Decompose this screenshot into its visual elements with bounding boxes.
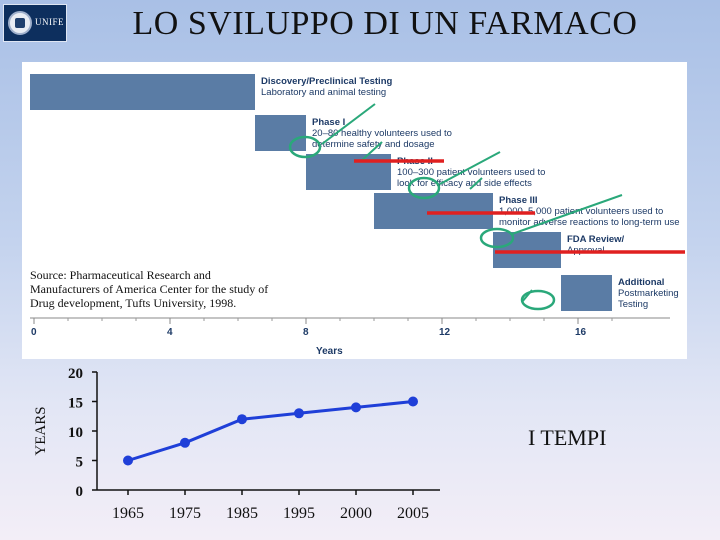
logo-text: UNIFE — [35, 17, 64, 27]
check-mark-stroke — [439, 151, 501, 185]
timeline-tick-label: 12 — [439, 327, 451, 338]
check-mark-stroke — [321, 103, 376, 145]
phase-title: Phase III — [499, 195, 538, 206]
university-seal-icon — [8, 11, 32, 35]
y-tick-label: 10 — [68, 425, 83, 441]
y-tick-label: 20 — [68, 366, 83, 382]
timeline-tick-label: 16 — [575, 327, 587, 338]
phase-description: 100–300 patient volunteers used to — [397, 167, 545, 178]
phase-bar — [255, 115, 306, 151]
check-mark-stroke — [469, 177, 483, 190]
data-point — [180, 437, 190, 448]
data-point — [123, 455, 133, 466]
timeline-tick-label: 8 — [303, 327, 309, 338]
phase-bar — [374, 193, 493, 229]
highlight-oval — [479, 227, 515, 249]
x-tick-label: 1995 — [283, 505, 315, 522]
highlight-oval — [407, 176, 441, 200]
phase-description: 20–80 healthy volunteers used to — [312, 128, 452, 139]
phase-bar — [30, 74, 255, 110]
data-point — [351, 402, 361, 413]
y-tick-label: 0 — [76, 484, 84, 500]
phase-bar — [561, 275, 612, 311]
timeline-tick-label: 4 — [167, 327, 173, 338]
phase-bar — [493, 232, 561, 268]
phase-description: monitor adverse reactions to long-term u… — [499, 217, 680, 228]
y-tick-label: 5 — [76, 455, 84, 471]
x-tick-label: 1975 — [169, 505, 201, 522]
phase-description: Postmarketing — [618, 288, 679, 299]
phase-title: Additional — [618, 277, 664, 288]
phase-description: determine safety and dosage — [312, 139, 435, 150]
phase-title: Phase I — [312, 117, 345, 128]
check-mark-stroke — [521, 289, 533, 303]
check-mark-stroke — [511, 194, 623, 235]
times-label: I TEMPI — [528, 425, 607, 450]
source-note: Source: Pharmaceutical Research and Manu… — [30, 268, 269, 310]
check-mark-stroke — [359, 141, 383, 163]
unife-logo: UNIFE — [3, 4, 67, 42]
series-line — [127, 400, 414, 462]
y-tick-label: 15 — [68, 396, 83, 412]
phase-title: Discovery/Preclinical Testing — [261, 76, 392, 87]
phase-description: look for efficacy and side effects — [397, 178, 532, 189]
slide-title: LO SVILUPPO DI UN FARMACO — [132, 5, 638, 42]
data-point — [237, 414, 247, 425]
highlight-oval — [288, 135, 322, 159]
x-tick-label: 2000 — [340, 505, 372, 522]
data-point — [408, 396, 418, 407]
timeline-x-label: Years — [316, 346, 343, 357]
phase-description: Testing — [618, 299, 648, 310]
highlight-oval — [520, 289, 556, 311]
x-tick-label: 2005 — [397, 505, 429, 522]
x-tick-label: 1965 — [112, 505, 144, 522]
data-point — [294, 408, 304, 419]
x-tick-label: 1985 — [226, 505, 258, 522]
phase-description: 1,000–5,000 patient volunteers used to — [499, 206, 663, 217]
y-axis-label: YEARS — [33, 406, 49, 455]
drug-development-timeline: Discovery/Preclinical Testing Laboratory … — [22, 62, 687, 359]
phase-description: Laboratory and animal testing — [261, 87, 386, 98]
timeline-graphic: Discovery/Preclinical TestingLaboratory … — [30, 74, 685, 357]
phase-title: FDA Review/ — [567, 234, 625, 245]
timeline-tick-label: 0 — [31, 327, 37, 338]
